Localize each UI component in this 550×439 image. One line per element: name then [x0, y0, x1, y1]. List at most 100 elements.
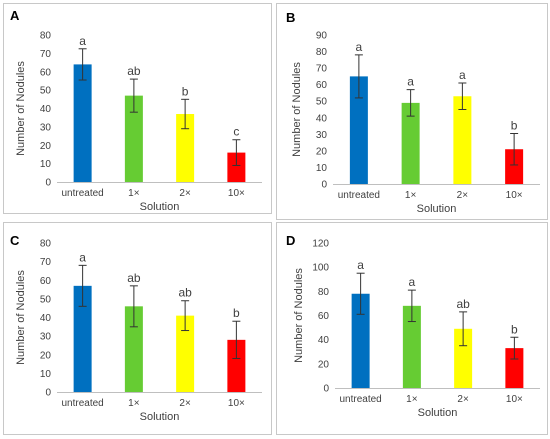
panel-c-letter: C	[10, 233, 20, 248]
y-tick-label: 40	[40, 104, 52, 115]
x-tick-label: 1×	[405, 190, 417, 201]
y-tick-label: 60	[318, 311, 330, 322]
significance-label: a	[407, 75, 414, 89]
y-axis-title: Number of Nodules	[293, 268, 305, 363]
bar-2	[401, 102, 420, 184]
x-tick-label: untreated	[338, 190, 380, 201]
bar-1	[351, 293, 370, 388]
bar-2	[124, 95, 143, 182]
significance-label: b	[511, 322, 518, 336]
bar-4	[505, 149, 524, 184]
bar-2	[402, 305, 421, 388]
y-tick-label: 60	[316, 80, 328, 91]
bar-3	[453, 96, 472, 184]
panel-d-letter: D	[286, 233, 295, 248]
significance-label: a	[409, 275, 416, 289]
y-tick-label: 30	[316, 130, 328, 141]
significance-label: b	[511, 119, 518, 133]
bar-1	[349, 76, 368, 184]
bar-1	[73, 64, 92, 182]
y-tick-label: 10	[40, 159, 52, 170]
x-tick-label: 1×	[128, 398, 140, 409]
y-tick-label: 20	[318, 359, 330, 370]
x-axis-title: Solution	[417, 203, 457, 215]
y-tick-label: 20	[40, 350, 52, 361]
significance-label: a	[459, 68, 466, 82]
y-tick-label: 0	[45, 388, 51, 399]
y-tick-label: 70	[316, 64, 328, 75]
x-axis-title: Solution	[140, 411, 180, 423]
significance-label: c	[233, 125, 239, 139]
x-axis-title: Solution	[418, 407, 458, 419]
panel-d: D 0 20 40 60 80 100 120 a untreated a 1× ab 2× b 10× Num…	[276, 222, 548, 435]
y-tick-label: 80	[40, 239, 52, 250]
bar-1	[73, 285, 92, 392]
x-tick-label: untreated	[61, 188, 103, 199]
x-tick-label: 1×	[128, 188, 140, 199]
y-axis-title: Number of Nodules	[291, 62, 303, 157]
bar-2	[124, 306, 143, 392]
y-tick-label: 80	[316, 47, 328, 58]
y-axis-title: Number of Nodules	[15, 61, 27, 156]
x-tick-label: 1×	[406, 394, 418, 405]
y-tick-label: 80	[318, 287, 330, 298]
y-tick-label: 90	[316, 31, 328, 42]
bar-4	[227, 339, 246, 392]
x-axis-title: Solution	[140, 201, 180, 213]
panel-b: B 0 10 20 30 40 50 60 70 80 90 a untreated a 1× a 2× b 10×…	[276, 3, 548, 220]
y-tick-label: 20	[316, 146, 328, 157]
y-tick-label: 0	[321, 180, 327, 191]
y-tick-label: 30	[40, 332, 52, 343]
x-tick-label: 2×	[179, 398, 191, 409]
bar-3	[176, 315, 195, 392]
y-tick-label: 50	[40, 86, 52, 97]
x-tick-label: 2×	[457, 394, 469, 405]
y-tick-label: 80	[40, 31, 52, 42]
y-tick-label: 120	[312, 239, 329, 250]
y-tick-label: 60	[40, 67, 52, 78]
significance-label: ab	[456, 297, 470, 311]
x-tick-label: 10×	[506, 190, 523, 201]
bar-4	[227, 152, 246, 182]
y-tick-label: 10	[40, 369, 52, 380]
y-tick-label: 50	[316, 97, 328, 108]
y-tick-label: 0	[45, 178, 51, 189]
y-tick-label: 40	[318, 335, 330, 346]
y-tick-label: 0	[323, 384, 329, 395]
panel-b-letter: B	[286, 10, 295, 25]
y-tick-label: 40	[316, 113, 328, 124]
y-tick-label: 30	[40, 122, 52, 133]
y-tick-label: 70	[40, 49, 52, 60]
y-tick-label: 60	[40, 276, 52, 287]
y-tick-label: 70	[40, 257, 52, 268]
significance-label: b	[182, 84, 189, 98]
y-tick-label: 100	[312, 263, 329, 274]
bar-4	[505, 348, 524, 388]
bar-3	[176, 114, 195, 182]
significance-label: b	[233, 306, 240, 320]
y-tick-label: 20	[40, 141, 52, 152]
x-tick-label: untreated	[61, 398, 103, 409]
panel-a: A 0 10 20 30 40 50 60 70 80 a untreated ab 1× b 2× c 10× N…	[3, 3, 272, 214]
significance-label: ab	[127, 64, 141, 78]
x-tick-label: 10×	[228, 398, 245, 409]
significance-label: ab	[178, 286, 192, 300]
significance-label: a	[356, 40, 363, 54]
significance-label: ab	[127, 271, 141, 285]
x-tick-label: 10×	[228, 188, 245, 199]
y-tick-label: 50	[40, 294, 52, 305]
y-tick-label: 40	[40, 313, 52, 324]
x-tick-label: untreated	[339, 394, 381, 405]
significance-label: a	[357, 258, 364, 272]
significance-label: a	[79, 250, 86, 264]
x-tick-label: 2×	[179, 188, 191, 199]
panel-c: C 0 10 20 30 40 50 60 70 80 a untreated ab 1× ab 2× b 10×…	[3, 222, 272, 435]
bar-3	[454, 328, 473, 388]
significance-label: a	[79, 34, 86, 48]
x-tick-label: 10×	[506, 394, 523, 405]
y-axis-title: Number of Nodules	[15, 270, 27, 365]
y-tick-label: 10	[316, 163, 328, 174]
x-tick-label: 2×	[457, 190, 469, 201]
panel-a-letter: A	[10, 8, 20, 23]
